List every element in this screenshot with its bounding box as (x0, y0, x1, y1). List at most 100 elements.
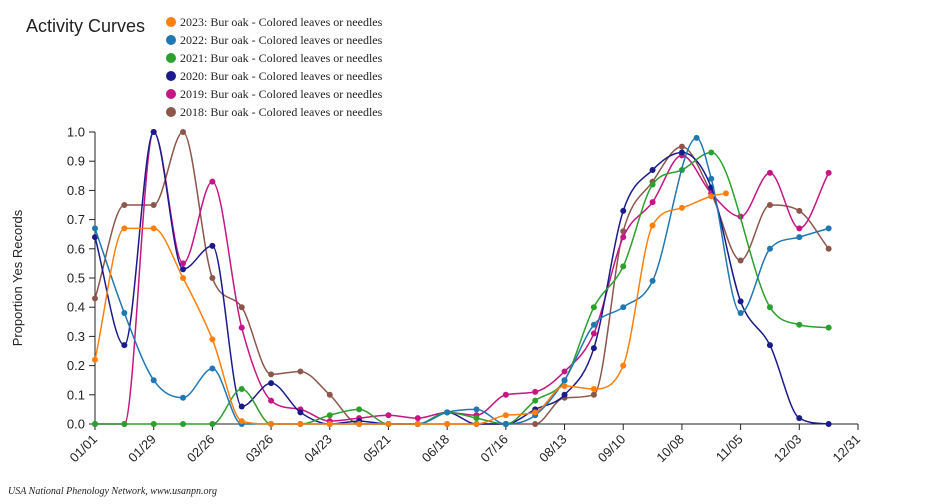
series-4 (92, 129, 832, 427)
data-point (678, 204, 685, 211)
x-tick-label: 10/08 (653, 432, 687, 466)
data-point (444, 409, 451, 416)
legend-swatch (166, 107, 176, 117)
data-point (693, 134, 700, 141)
data-point (414, 415, 421, 422)
y-tick-label: 0.5 (67, 271, 85, 286)
x-axis: 01/01 01/29 02/26 03/26 04/23 05/21 06/18 07/16… (67, 423, 863, 466)
legend-item: 2022: Bur oak - Colored leaves or needle… (166, 33, 383, 47)
y-tick-label: 0.8 (67, 183, 85, 198)
data-point (326, 412, 333, 419)
x-tick-label: 12/03 (771, 432, 805, 466)
legend: 2023: Bur oak - Colored leaves or needle… (166, 15, 383, 119)
data-point (620, 263, 627, 270)
x-tick-label: 04/23 (301, 432, 335, 466)
footer-credit: USA National Phenology Network, www.usan… (8, 486, 217, 497)
data-point (385, 412, 392, 419)
x-tick-label: 06/18 (419, 432, 453, 466)
y-tick-label: 0.6 (67, 241, 85, 256)
data-point (766, 304, 773, 311)
series-line (94, 131, 829, 425)
data-point (297, 421, 304, 427)
x-tick-label: 11/05 (713, 432, 746, 465)
data-point (268, 421, 275, 427)
data-point (796, 207, 803, 214)
data-point (737, 310, 744, 317)
legend-label: 2021: Bur oak - Colored leaves or needle… (180, 51, 383, 65)
y-tick-label: 0.3 (67, 329, 85, 344)
legend-swatch (166, 89, 176, 99)
data-point (766, 245, 773, 252)
data-point (766, 169, 773, 176)
data-point (708, 175, 715, 182)
data-point (678, 149, 685, 156)
data-point (766, 202, 773, 208)
data-point (532, 409, 539, 416)
data-point (356, 421, 363, 427)
legend-label: 2020: Bur oak - Colored leaves or needle… (180, 69, 383, 83)
x-tick-label: 09/10 (595, 432, 629, 466)
data-point (796, 415, 803, 422)
data-point (561, 383, 568, 390)
legend-item: 2019: Bur oak - Colored leaves or needle… (166, 87, 383, 101)
data-point (180, 275, 187, 281)
y-tick-label: 0.1 (67, 387, 85, 402)
data-point (502, 412, 509, 419)
y-tick-label: 0.2 (67, 358, 85, 373)
data-point (825, 245, 832, 252)
data-point (825, 225, 832, 232)
data-point (590, 385, 597, 392)
data-point (473, 406, 480, 413)
legend-item: 2020: Bur oak - Colored leaves or needle… (166, 69, 383, 83)
data-point (561, 368, 568, 375)
legend-item: 2023: Bur oak - Colored leaves or needle… (166, 15, 383, 29)
data-point (238, 385, 245, 392)
legend-swatch (166, 71, 176, 81)
legend-label: 2022: Bur oak - Colored leaves or needle… (180, 33, 383, 47)
data-point (620, 362, 627, 369)
series-line (94, 192, 727, 425)
series-3 (92, 149, 832, 427)
data-point (649, 166, 656, 173)
data-point (180, 266, 187, 273)
data-point (590, 304, 597, 311)
x-tick-label: 01/01 (67, 432, 101, 466)
data-point (268, 371, 275, 378)
data-point (268, 380, 275, 387)
data-point (180, 394, 187, 401)
y-axis-label: Proportion Yes Records (10, 209, 25, 346)
series-6 (92, 129, 832, 427)
data-point (238, 418, 245, 425)
data-point (92, 295, 98, 302)
data-point (796, 225, 803, 232)
legend-swatch (166, 53, 176, 63)
data-point (356, 406, 363, 413)
data-point (238, 324, 245, 331)
data-point (180, 260, 187, 267)
data-point (150, 421, 157, 427)
data-point (209, 178, 216, 185)
legend-swatch (166, 35, 176, 45)
y-axis: 0.0 0.1 0.2 0.3 0.4 0.5 0.6 0.7 0.8 0.9 1.0 (67, 125, 96, 432)
data-point (238, 304, 245, 311)
data-point (737, 298, 744, 305)
y-tick-label: 0.7 (67, 212, 85, 227)
data-point (590, 321, 597, 328)
data-point (414, 421, 421, 427)
data-point (121, 421, 128, 427)
data-point (297, 409, 304, 416)
data-point (796, 321, 803, 328)
x-tick-label: 01/29 (125, 432, 159, 466)
data-point (150, 202, 157, 208)
data-point (209, 336, 216, 343)
data-point (473, 421, 480, 427)
legend-label: 2018: Bur oak - Colored leaves or needle… (180, 105, 383, 119)
data-point (326, 421, 333, 427)
data-point (209, 242, 216, 249)
data-point (590, 345, 597, 352)
x-tick-label: 08/13 (536, 432, 570, 466)
legend-item: 2021: Bur oak - Colored leaves or needle… (166, 51, 383, 65)
data-point (150, 225, 157, 232)
